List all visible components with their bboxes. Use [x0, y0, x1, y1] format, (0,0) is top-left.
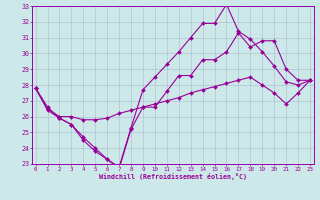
X-axis label: Windchill (Refroidissement éolien,°C): Windchill (Refroidissement éolien,°C) [99, 173, 247, 180]
